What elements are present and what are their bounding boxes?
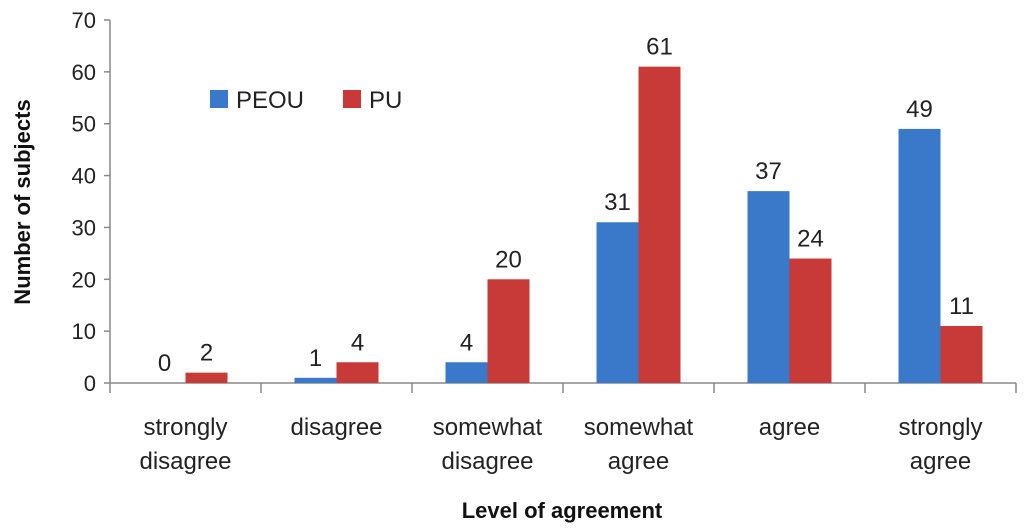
y-tick-label: 10 [72,319,96,344]
legend: PEOU PU [210,87,402,114]
legend-swatch-pu [343,90,361,108]
x-tick-label: somewhat agree [584,414,694,475]
data-label-peou: 49 [906,96,933,123]
x-tick-label: strongly disagree [139,414,231,475]
data-label-pu: 20 [495,246,522,273]
x-tick-label-line: somewhat [584,414,694,441]
bar-peou [596,222,639,383]
bar-peou [898,128,941,383]
data-label-pu: 61 [646,34,673,61]
y-tick-label: 40 [72,164,96,189]
x-tick-label: strongly agree [898,414,982,475]
y-tick-label: 20 [72,267,96,292]
data-label-pu: 4 [351,329,364,356]
x-tick-label-line: agree [759,414,820,441]
data-label-pu: 11 [949,293,974,320]
x-tick-label-line: disagree [139,448,231,475]
x-tick-label: disagree [290,414,382,441]
y-tick-label: 50 [72,112,96,137]
bar-pu [789,258,832,383]
bar-peou [445,362,488,383]
x-axis-label: Level of agreement [462,498,663,523]
data-label-pu: 2 [200,340,213,367]
data-label-peou: 1 [309,345,322,372]
data-label-peou: 37 [755,158,782,185]
data-label-peou: 4 [460,329,473,356]
bar-peou [747,191,790,383]
data-label-peou: 31 [604,189,631,216]
x-tick-label-line: disagree [290,414,382,441]
x-tick-label-line: somewhat [433,414,543,441]
data-label-pu: 24 [797,226,824,253]
bar-pu [487,279,530,383]
data-label-peou: 0 [158,350,171,377]
y-axis-title: Number of subjects [10,99,35,304]
y-axis-label: Number of subjects [10,99,35,304]
bar-pu [940,325,983,383]
x-tick-label-line: strongly [898,414,982,441]
bar-pu [185,372,228,383]
legend-label-peou: PEOU [236,87,304,114]
bar-peou [294,377,337,383]
plot-area: 0 10 20 30 40 50 60 70 strongly disagree 0 2 disagre… [72,8,1017,475]
x-tick-label-line: strongly [143,414,227,441]
bar-pu [638,66,681,384]
y-tick-label: 30 [72,215,96,240]
legend-label-pu: PU [369,87,402,114]
bar-pu [336,362,379,383]
legend-swatch-peou [210,90,228,108]
x-tick-label-line: agree [608,448,669,475]
x-tick-label-line: disagree [441,448,533,475]
y-tick-label: 60 [72,60,96,85]
y-tick-label: 0 [84,371,96,396]
x-tick-label-line: agree [910,448,971,475]
y-tick-label: 70 [72,8,96,33]
x-tick-label: somewhat disagree [433,414,543,475]
x-tick-label: agree [759,414,820,441]
